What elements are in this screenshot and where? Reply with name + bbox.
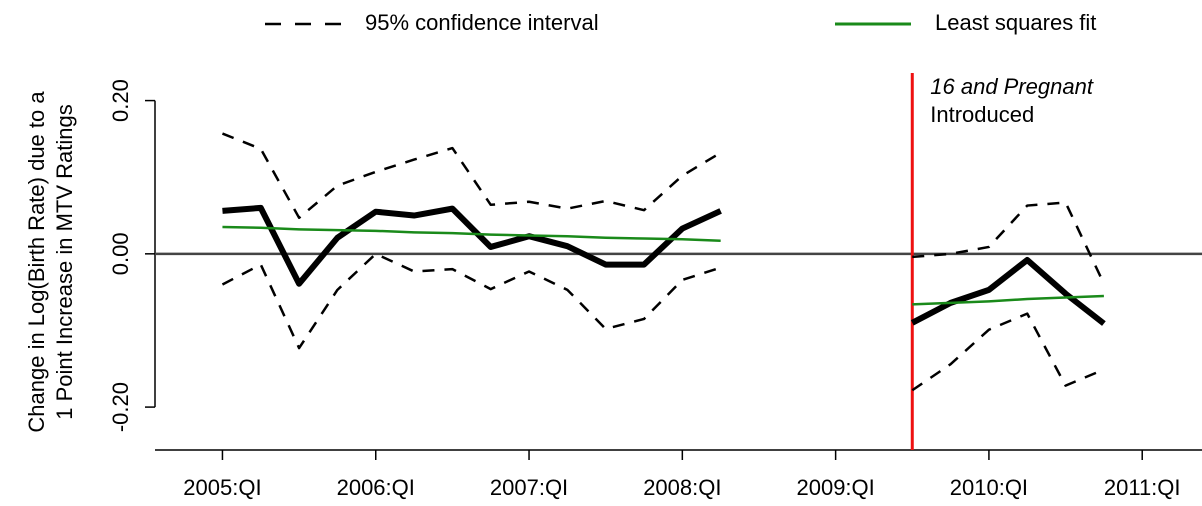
series-line xyxy=(222,204,1106,326)
legend-label: Least squares fit xyxy=(935,10,1096,35)
x-tick-label: 2010:QI xyxy=(950,475,1028,500)
x-tick-label: 2005:QI xyxy=(183,475,261,500)
y-tick-label: 0.20 xyxy=(108,79,133,122)
annotation-text: 16 and Pregnant xyxy=(930,74,1094,99)
annotation-text: Introduced xyxy=(930,102,1034,127)
x-tick-label: 2011:QI xyxy=(1104,475,1181,500)
x-tick-label: 2009:QI xyxy=(796,475,874,500)
legend-label: 95% confidence interval xyxy=(365,10,599,35)
y-axis-label: 1 Point Increase in MTV Ratings xyxy=(52,104,77,419)
y-tick-label: -0.20 xyxy=(108,382,133,432)
x-tick-label: 2007:QI xyxy=(490,475,568,500)
x-tick-label: 2006:QI xyxy=(337,475,415,500)
y-tick-label: 0.00 xyxy=(108,232,133,275)
y-axis-label: Change in Log(Birth Rate) due to a xyxy=(24,91,49,433)
series-line xyxy=(221,132,1106,285)
x-tick-label: 2008:QI xyxy=(643,475,721,500)
series-line xyxy=(222,225,1104,306)
series-line xyxy=(221,252,1105,392)
